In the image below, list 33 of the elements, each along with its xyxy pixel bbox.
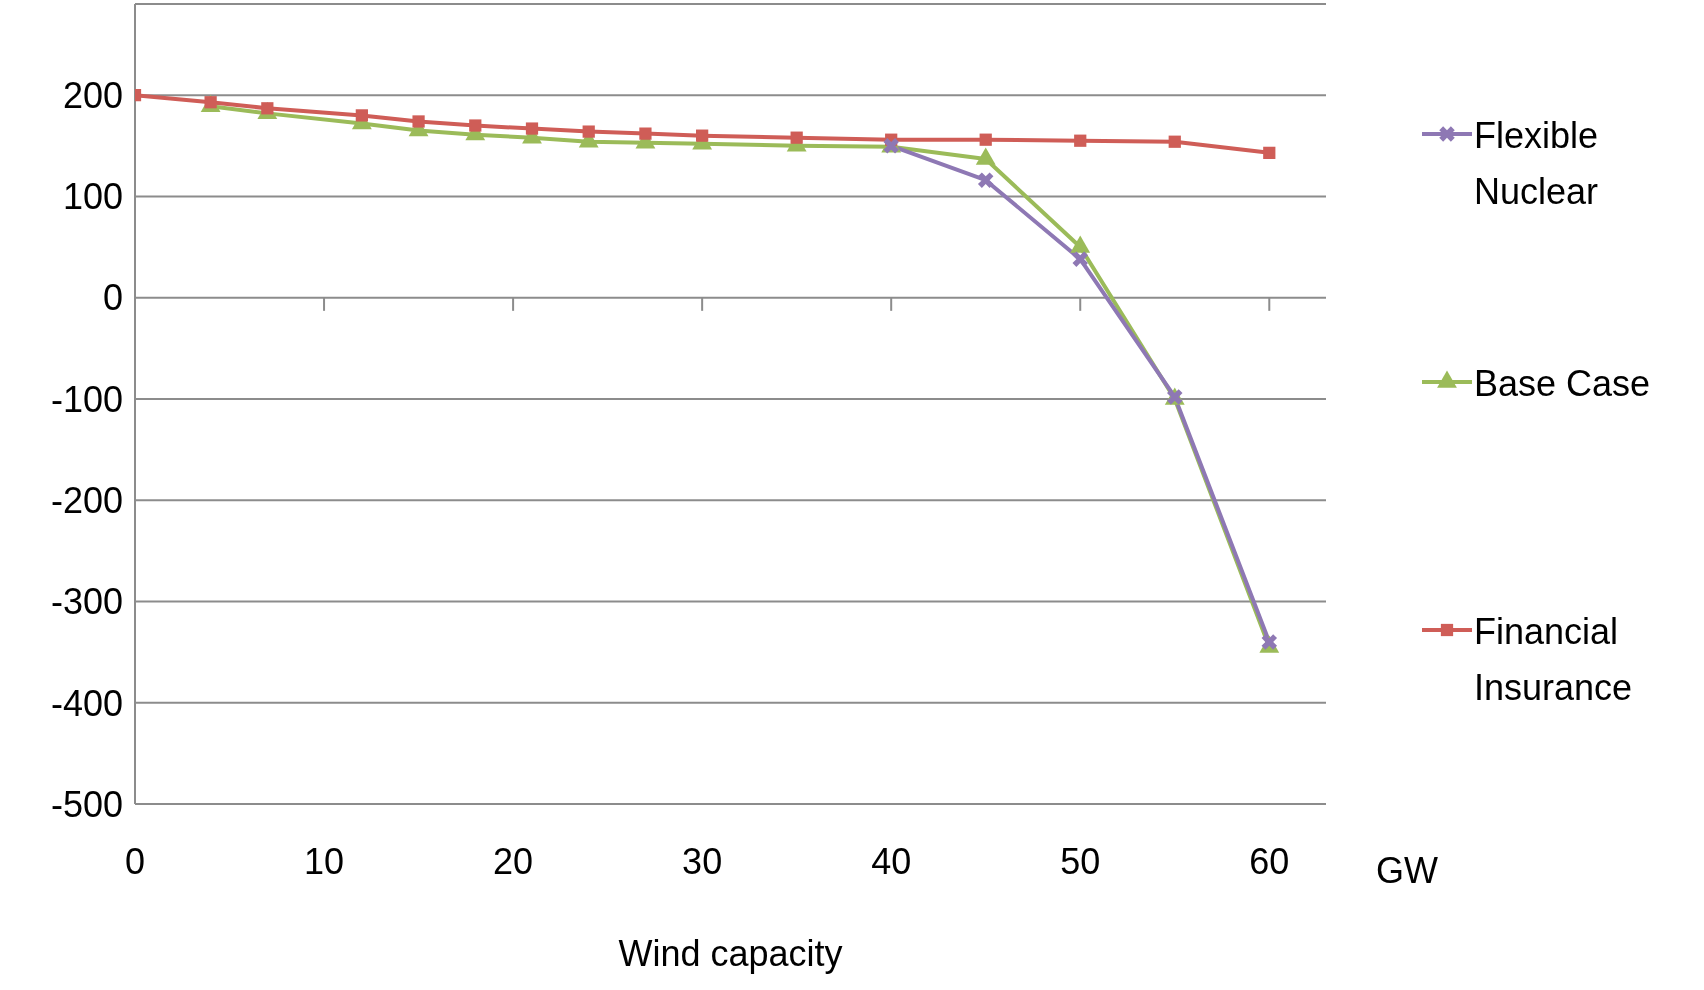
- point: [977, 172, 994, 188]
- point: [1168, 135, 1181, 148]
- point: [1263, 146, 1276, 159]
- point: [1074, 134, 1087, 147]
- point: [639, 127, 652, 140]
- y-tick-label: 0: [102, 277, 123, 319]
- point: [979, 133, 992, 146]
- legend-label: Flexible Nuclear: [1474, 114, 1600, 214]
- y-tick-label: -300: [50, 581, 123, 623]
- legend-label: Base Case: [1474, 362, 1652, 406]
- point: [582, 125, 595, 138]
- x-tick-label: 10: [304, 840, 345, 882]
- x-tick-label: 20: [493, 840, 534, 882]
- x-tick-label: 50: [1060, 840, 1101, 882]
- point: [525, 122, 539, 135]
- y-tick-label: -400: [50, 682, 123, 724]
- y-tick-label: 200: [62, 74, 123, 116]
- y-tick-label: -200: [50, 479, 123, 521]
- point: [412, 115, 425, 128]
- point: [790, 131, 803, 144]
- x-tick-label: 30: [682, 840, 723, 882]
- text: GW: [1376, 850, 1438, 892]
- point: [696, 129, 709, 142]
- x-axis-title: Wind capacity: [618, 933, 843, 974]
- x-tick-label: 40: [871, 840, 912, 882]
- y-tick-label: -100: [50, 378, 123, 420]
- x-tick-label: 60: [1249, 840, 1290, 882]
- point: [469, 119, 482, 132]
- point: [1072, 251, 1088, 267]
- legend-label: Financial Insurance: [1474, 610, 1634, 710]
- point: [355, 109, 368, 122]
- y-tick-label: 100: [62, 176, 123, 218]
- y-tick-label: -500: [50, 783, 123, 825]
